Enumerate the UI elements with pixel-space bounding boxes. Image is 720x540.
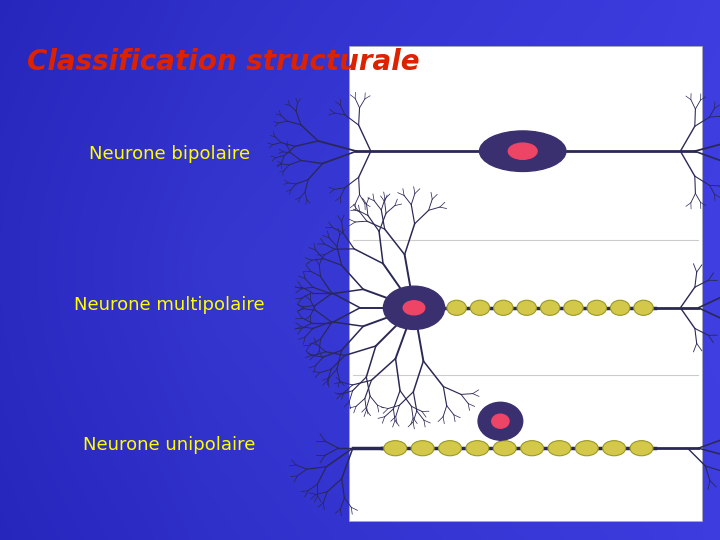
Ellipse shape: [587, 300, 606, 315]
Ellipse shape: [540, 300, 560, 315]
Ellipse shape: [384, 441, 407, 456]
Ellipse shape: [564, 300, 583, 315]
Ellipse shape: [466, 441, 489, 456]
Ellipse shape: [521, 441, 544, 456]
Ellipse shape: [517, 300, 536, 315]
Ellipse shape: [383, 286, 444, 329]
Ellipse shape: [548, 441, 571, 456]
Ellipse shape: [494, 300, 513, 315]
Ellipse shape: [630, 441, 653, 456]
Ellipse shape: [634, 300, 653, 315]
Text: Neurone multipolaire: Neurone multipolaire: [74, 296, 264, 314]
Ellipse shape: [603, 441, 626, 456]
Ellipse shape: [611, 300, 630, 315]
Ellipse shape: [447, 300, 467, 315]
Ellipse shape: [411, 441, 434, 456]
Ellipse shape: [403, 301, 425, 315]
Ellipse shape: [438, 441, 462, 456]
Ellipse shape: [575, 441, 598, 456]
Text: Classification structurale: Classification structurale: [27, 48, 420, 76]
Bar: [349, 46, 702, 521]
Ellipse shape: [493, 441, 516, 456]
Ellipse shape: [470, 300, 490, 315]
Text: Neurone unipolaire: Neurone unipolaire: [83, 436, 256, 455]
Ellipse shape: [492, 414, 509, 428]
Ellipse shape: [478, 402, 523, 440]
Ellipse shape: [480, 131, 566, 172]
Text: Neurone bipolaire: Neurone bipolaire: [89, 145, 250, 163]
Ellipse shape: [508, 143, 537, 159]
